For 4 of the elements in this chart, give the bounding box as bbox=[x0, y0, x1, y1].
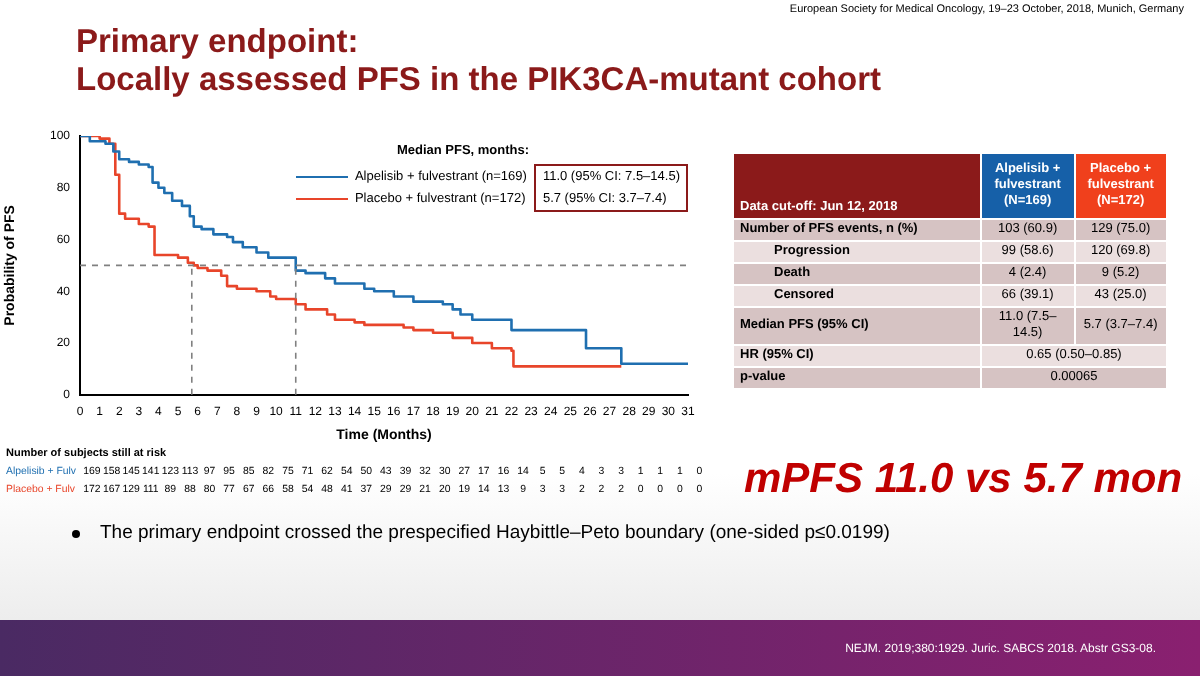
text: mPFS 11.0 vs 5.7 mon bbox=[744, 456, 1183, 504]
chart-subtitle: Locally assessed PFS in the PIK3CA-mutant cohort bbox=[76, 62, 882, 100]
text: The primary endpoint crossed the prespecified Haybittle–Peto boundary (one-sided p≤0.0199) bbox=[100, 522, 890, 544]
chart-title: Primary endpoint: bbox=[76, 24, 361, 62]
